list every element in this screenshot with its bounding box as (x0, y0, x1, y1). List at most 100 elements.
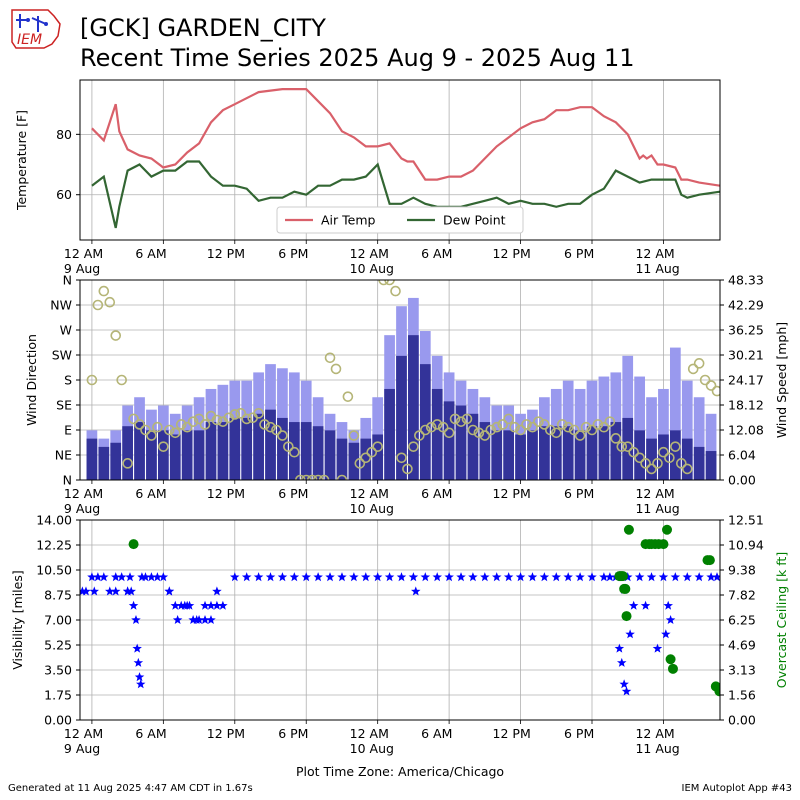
x-tick-label: 6 PM (564, 726, 594, 741)
wind-direction-point (616, 441, 628, 452)
axes-frame (79, 279, 721, 481)
x-tick-label: 12 AM (64, 246, 103, 261)
visibility-point (621, 686, 632, 696)
visibility-point (241, 572, 252, 582)
y2-tick-label: 6.25 (728, 613, 756, 628)
wind-direction-point (431, 419, 443, 430)
x-tick-label: 12 PM (493, 246, 531, 261)
iem-logo: IEM (11, 9, 61, 49)
wind-direction-point (497, 419, 508, 430)
wind-direction-point (473, 427, 485, 439)
wind-speed-bar (431, 388, 443, 480)
y-tick-label: N (63, 273, 72, 288)
x-tick-date-label: 9 Aug (64, 741, 100, 756)
visibility-point (706, 572, 716, 582)
ceiling-point (658, 539, 669, 550)
wind-direction-point (509, 421, 520, 433)
visibility-point (396, 572, 407, 582)
chart-title: [GCK] GARDEN_CITY (80, 14, 326, 42)
y-axis-title: Visibility [miles] (10, 570, 25, 669)
visibility-point (372, 572, 383, 582)
wind-speed-bar (503, 430, 515, 480)
wind-direction-point (86, 374, 98, 386)
wind-speed-bar (348, 442, 360, 480)
x-tick-label: 12 AM (635, 726, 674, 741)
wind-direction-point (503, 413, 514, 425)
wind-direction-point (193, 413, 205, 425)
wind-direction-point (360, 452, 372, 464)
y2-tick-label: 30.21 (728, 348, 764, 363)
wind-speed-bar (336, 438, 348, 480)
wind-gust-bar (669, 347, 681, 480)
visibility-point (665, 615, 676, 624)
x-tick-date-label: 9 Aug (64, 501, 100, 516)
x-tick-label: 6 AM (135, 486, 166, 501)
plot-area (80, 524, 720, 697)
wind-direction-point (265, 421, 276, 433)
wind-direction-point (545, 424, 556, 436)
wind-speed-bar (455, 405, 467, 480)
wind-direction-point (693, 358, 705, 369)
visibility-point (93, 572, 103, 582)
wind-speed-bar (372, 434, 384, 480)
wind-direction-point (259, 419, 270, 430)
ceiling-point (620, 583, 631, 594)
y2-tick-label: 12.51 (728, 513, 764, 528)
visibility-point (184, 600, 195, 610)
wind-speed-bar (98, 446, 110, 480)
x-tick-label: 12 PM (493, 726, 531, 741)
visibility-point (122, 586, 133, 596)
wind-direction-point (533, 416, 544, 427)
wind-direction-point (128, 413, 139, 425)
visibility-point (646, 572, 657, 582)
wind-direction-point (604, 416, 616, 427)
y-tick-label: 60 (56, 187, 72, 202)
wind-direction-point (485, 424, 497, 436)
x-axis-title: Plot Time Zone: America/Chicago (296, 764, 504, 779)
wind-gust-bar (634, 376, 645, 480)
wind-direction-point (574, 430, 586, 441)
wind-speed-bar (169, 434, 181, 480)
visibility-point (619, 679, 629, 689)
wind-direction-point (348, 430, 360, 441)
wind-speed-bar (479, 422, 491, 480)
plot-area (91, 88, 720, 229)
wind-direction-point (681, 463, 693, 475)
visibility-point (313, 572, 323, 582)
wind-direction-point (146, 430, 157, 441)
visibility-point (105, 586, 115, 596)
y2-tick-label: 0.00 (728, 713, 756, 728)
x-tick-date-label: 11 Aug (635, 261, 679, 276)
visibility-point (658, 572, 669, 582)
visibility-point (587, 572, 597, 582)
wind-direction-point (116, 374, 127, 386)
wind-direction-point (670, 441, 681, 452)
wind-speed-bar (527, 430, 538, 480)
visibility-point (89, 586, 99, 596)
x-tick-label: 6 AM (421, 726, 452, 741)
wind-direction-point (711, 385, 720, 397)
wind-direction-point (449, 413, 461, 425)
ceiling-point (617, 571, 628, 582)
visibility-point (188, 615, 198, 624)
wind-direction-point (396, 452, 407, 464)
visibility-point (614, 643, 625, 653)
x-tick-label: 12 AM (635, 486, 674, 501)
wind-direction-point (110, 330, 122, 341)
visibility-point (128, 600, 139, 610)
wind-direction-point (175, 419, 187, 430)
chart-subtitle: Recent Time Series 2025 Aug 9 - 2025 Aug… (80, 44, 635, 72)
visibility-point (408, 572, 419, 582)
x-tick-label: 12 AM (350, 246, 389, 261)
x-tick-label: 6 PM (278, 486, 308, 501)
visibility-point (230, 572, 240, 582)
wind-direction-point (425, 421, 437, 433)
y-tick-label: 12.25 (36, 538, 72, 553)
visibility-point (212, 586, 222, 596)
visibility-point (575, 572, 585, 582)
visibility-point (140, 572, 151, 582)
wind-direction-point (455, 416, 467, 427)
wind-speed-bar (181, 430, 193, 480)
visibility-point (289, 572, 300, 582)
